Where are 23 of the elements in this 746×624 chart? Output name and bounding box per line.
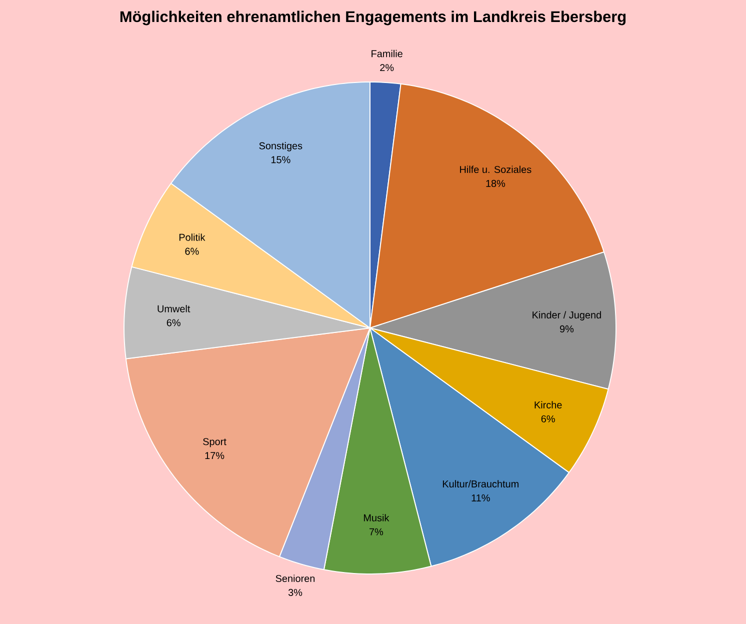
data-label: 6%: [541, 415, 555, 422]
chart-title: Möglichkeiten ehrenamtlichen Engagements im Landkreis Ebersberg: [120, 10, 626, 26]
slice-label: Kirche: [534, 401, 562, 408]
data-label: 17%: [205, 452, 224, 460]
data-label: 6%: [185, 248, 199, 255]
slice-label: Politik: [179, 234, 206, 241]
data-label: 6%: [166, 319, 180, 326]
slice-label: Sonstiges: [259, 142, 302, 152]
slice-label: Musik: [364, 514, 390, 522]
data-label: 18%: [486, 180, 506, 187]
data-label: 15%: [271, 156, 290, 164]
data-label: 7%: [370, 528, 384, 536]
slice-label: Kinder / Jugend: [532, 311, 601, 320]
slice-label: Senioren: [276, 574, 315, 582]
slice-label: Kultur/Brauchtum: [442, 480, 518, 488]
slice-label: Umwelt: [158, 305, 190, 312]
data-label: 9%: [560, 325, 574, 332]
data-label: 11%: [472, 494, 490, 502]
slice-label: Sport: [203, 438, 226, 448]
data-label: 2%: [380, 64, 394, 72]
slice-label: Hilfe u. Soziales: [460, 166, 532, 174]
data-label: 3%: [288, 588, 302, 596]
slice-label: Familie: [372, 50, 402, 58]
